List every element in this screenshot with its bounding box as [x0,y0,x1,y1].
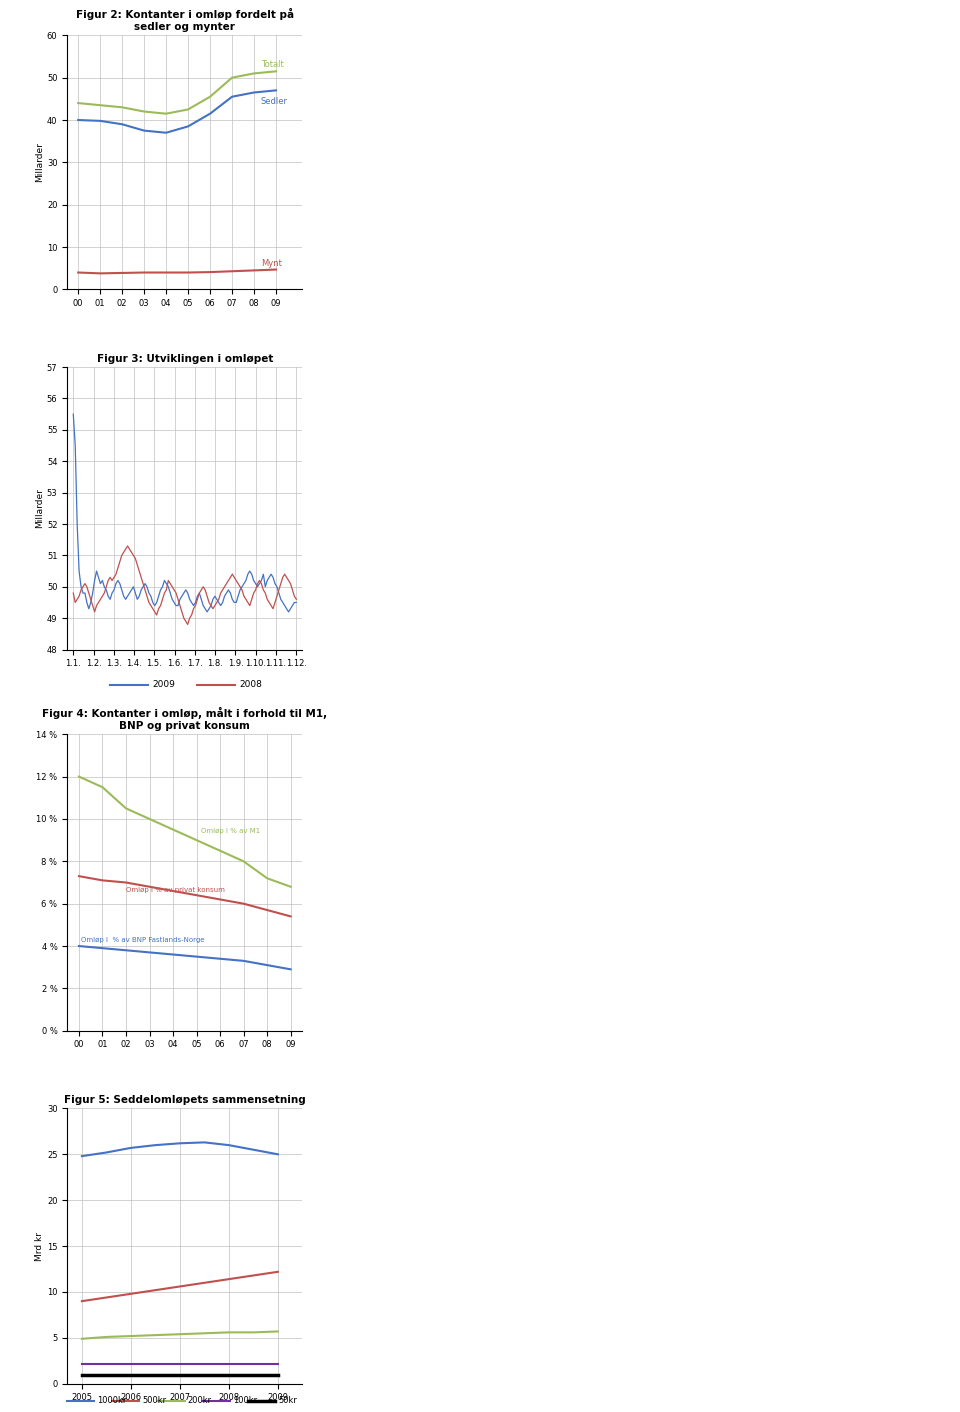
Title: Figur 2: Kontanter i omløp fordelt på
sedler og mynter: Figur 2: Kontanter i omløp fordelt på se… [76,8,294,31]
Text: Mynt: Mynt [260,260,281,268]
Text: Sedler: Sedler [260,96,288,106]
Text: 2009: 2009 [153,681,176,689]
Text: Omløp i  % av BNP Fastlands-Norge: Omløp i % av BNP Fastlands-Norge [82,938,204,943]
Text: 2008: 2008 [240,681,263,689]
Y-axis label: Millarder: Millarder [36,489,44,528]
Text: Totalt: Totalt [260,61,283,69]
Y-axis label: Mrd kr: Mrd kr [36,1231,44,1261]
Text: 1000kr: 1000kr [97,1396,127,1405]
Text: 500kr: 500kr [142,1396,166,1405]
Y-axis label: Millarder: Millarder [36,143,44,182]
Title: Figur 3: Utviklingen i omløpet: Figur 3: Utviklingen i omløpet [97,353,273,363]
Text: Omløp i % av M1: Omløp i % av M1 [202,827,260,833]
Text: 100kr: 100kr [232,1396,256,1405]
Title: Figur 4: Kontanter i omløp, målt i forhold til M1,
BNP og privat konsum: Figur 4: Kontanter i omløp, målt i forho… [42,707,327,730]
Text: Omløp i % av privat konsum: Omløp i % av privat konsum [126,887,225,892]
Title: Figur 5: Seddelomløpets sammensetning: Figur 5: Seddelomløpets sammensetning [64,1094,305,1104]
Text: 50kr: 50kr [277,1396,297,1405]
Text: 200kr: 200kr [187,1396,211,1405]
